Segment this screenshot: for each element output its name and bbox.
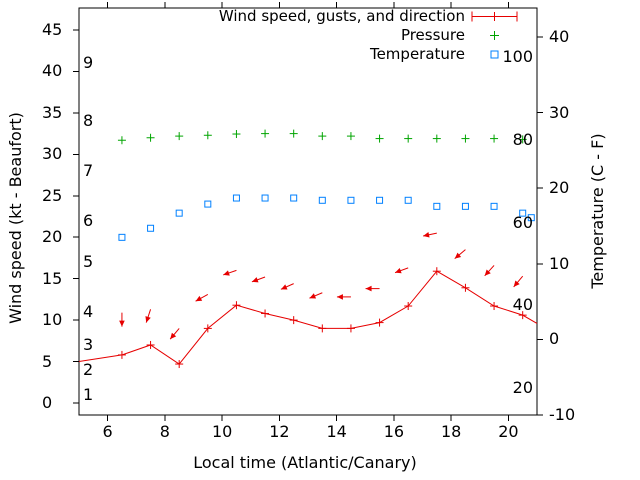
temperature-point-marker xyxy=(527,214,535,222)
y-right-axis-title: Temperature (C - F) xyxy=(588,133,607,289)
legend-label-temperature: Temperature xyxy=(369,45,465,63)
gust-direction-arrow-head xyxy=(365,285,372,292)
y-left-tick-label: 30 xyxy=(42,144,63,163)
x-tick-label: 14 xyxy=(326,422,347,441)
temperature-point-marker xyxy=(290,194,298,202)
gust-direction-arrow-head xyxy=(454,252,462,259)
gust-direction-arrow-head xyxy=(119,320,125,327)
x-tick-label: 12 xyxy=(269,422,290,441)
gust-direction-arrow-head xyxy=(170,332,177,340)
right-inner-label: 100 xyxy=(502,47,533,66)
right-inner-label: 20 xyxy=(512,378,533,397)
beaufort-inner-label: 7 xyxy=(83,161,94,180)
y-left-tick-label: 40 xyxy=(42,61,63,80)
beaufort-inner-label: 2 xyxy=(83,360,94,379)
gust-direction-arrow-head xyxy=(195,295,203,302)
legend-label-pressure: Pressure xyxy=(400,26,465,44)
x-tick-label: 10 xyxy=(211,422,233,441)
gust-direction-arrow-head xyxy=(484,269,491,276)
beaufort-inner-label: 6 xyxy=(83,211,94,230)
temperature-point-marker xyxy=(519,209,527,217)
right-inner-label: 80 xyxy=(512,130,533,149)
y-left-tick-label: 20 xyxy=(42,227,63,246)
gust-direction-arrow-head xyxy=(513,280,520,287)
temperature-point-marker xyxy=(490,202,498,210)
temperature-point-marker xyxy=(118,233,126,241)
x-tick-label: 18 xyxy=(440,422,462,441)
y-left-tick-label: 10 xyxy=(42,310,63,329)
beaufort-inner-label: 3 xyxy=(83,335,94,354)
beaufort-inner-label: 1 xyxy=(83,385,94,404)
temperature-point-marker xyxy=(204,200,212,208)
legend-label-wind: Wind speed, gusts, and direction xyxy=(218,7,465,25)
gust-direction-arrow-head xyxy=(395,267,402,274)
y-right-tick-label: 20 xyxy=(549,178,570,197)
y-right-tick-label: -10 xyxy=(549,405,576,424)
beaufort-inner-label: 9 xyxy=(83,53,94,72)
plot-frame xyxy=(78,7,538,416)
temperature-point-marker xyxy=(461,202,469,210)
gust-direction-arrow-head xyxy=(223,270,230,276)
gust-direction-arrow-head xyxy=(309,293,317,299)
gust-direction-arrow-head xyxy=(336,294,343,300)
legend-sample-temperature-square xyxy=(490,50,499,59)
y-right-tick-label: 30 xyxy=(549,103,570,122)
y-right-tick-label: 40 xyxy=(549,27,570,46)
y-right-tick-label: 0 xyxy=(549,329,560,348)
y-left-tick-label: 35 xyxy=(42,103,63,122)
temperature-point-marker xyxy=(433,202,441,210)
temperature-point-marker xyxy=(347,196,355,204)
temperature-point-marker xyxy=(175,209,183,217)
y-left-tick-label: 45 xyxy=(42,20,63,39)
temperature-point-marker xyxy=(376,196,384,204)
y-left-axis-title: Wind speed (kt - Beaufort) xyxy=(6,112,25,324)
x-tick-label: 16 xyxy=(383,422,405,441)
right-inner-label: 60 xyxy=(512,213,533,232)
y-left-tick-label: 0 xyxy=(42,393,53,412)
beaufort-inner-label: 8 xyxy=(83,111,94,130)
y-left-tick-label: 25 xyxy=(42,186,63,205)
x-tick-label: 20 xyxy=(498,422,519,441)
x-tick-label: 8 xyxy=(159,422,170,441)
beaufort-inner-label: 4 xyxy=(83,302,94,321)
gust-direction-arrow-head xyxy=(423,231,430,238)
x-axis-title: Local time (Atlantic/Canary) xyxy=(193,453,417,472)
y-left-tick-label: 5 xyxy=(42,352,53,371)
gust-direction-arrow-head xyxy=(280,284,288,290)
temperature-point-marker xyxy=(147,224,155,232)
gust-direction-arrow-head xyxy=(251,277,259,283)
y-left-tick-label: 15 xyxy=(42,269,63,288)
temperature-point-marker xyxy=(318,196,326,204)
temperature-point-marker xyxy=(261,194,269,202)
temperature-point-marker xyxy=(404,196,412,204)
right-inner-label: 40 xyxy=(512,295,533,314)
beaufort-inner-label: 5 xyxy=(83,252,94,271)
y-right-tick-label: 10 xyxy=(549,254,570,273)
x-tick-label: 6 xyxy=(102,422,113,441)
temperature-point-marker xyxy=(232,194,240,202)
gust-direction-arrow-head xyxy=(145,316,151,323)
